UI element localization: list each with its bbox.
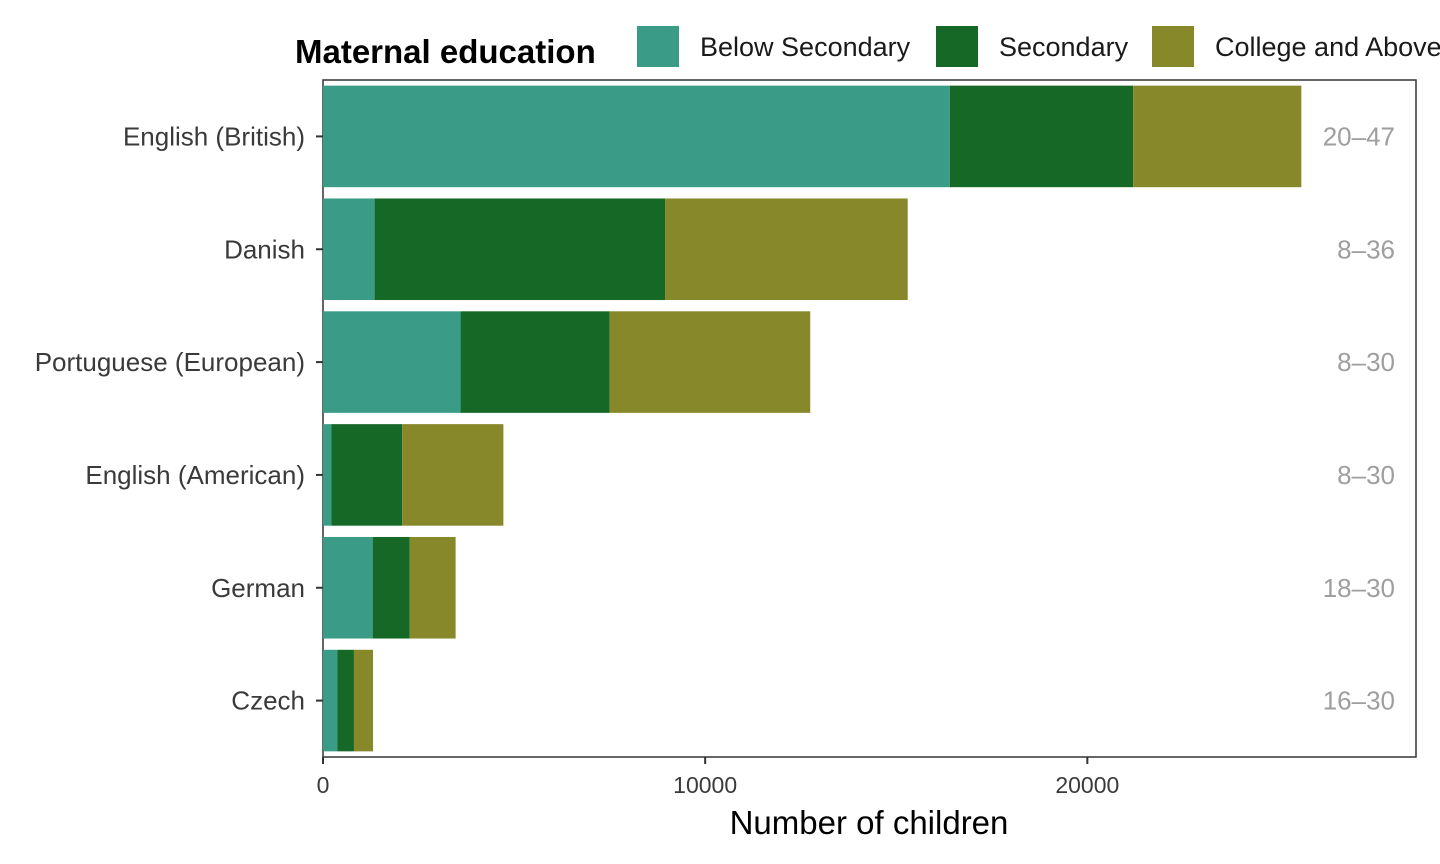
x-axis: 0 10000 20000 [317, 757, 1119, 798]
y-tick-label: German [211, 573, 305, 603]
age-range-label: 8–30 [1337, 460, 1395, 490]
bar-english-american-secondary [331, 424, 403, 526]
x-axis-title: Number of children [730, 804, 1009, 841]
bar-english-american-college-and-above [402, 424, 504, 526]
legend: Maternal education Below Secondary Second… [295, 26, 1440, 70]
bar-german-secondary [372, 536, 410, 639]
x-tick-label: 20000 [1055, 772, 1119, 798]
age-range-label: 8–30 [1337, 347, 1395, 377]
bar-portuguese-european-below-secondary [323, 311, 461, 413]
x-tick-label: 10000 [673, 772, 737, 798]
legend-label-below-secondary: Below Secondary [700, 32, 911, 62]
x-tick-label: 0 [317, 772, 330, 798]
age-range-labels: 20–47 8–36 8–30 8–30 18–30 16–30 [1323, 121, 1395, 715]
bar-czech-below-secondary [323, 649, 338, 752]
age-range-label: 20–47 [1323, 121, 1395, 151]
bar-english-british-college-and-above [1133, 85, 1302, 188]
y-tick-label: Danish [224, 234, 305, 264]
legend-label-secondary: Secondary [999, 32, 1129, 62]
legend-label-college-and-above: College and Above [1215, 32, 1440, 62]
legend-key-below-secondary [637, 26, 679, 67]
y-tick-label: English (British) [123, 121, 305, 151]
bar-czech-college-and-above [353, 649, 374, 752]
age-range-label: 8–36 [1337, 234, 1395, 264]
bar-german-college-and-above [409, 536, 456, 639]
bar-danish-college-and-above [665, 198, 908, 301]
y-axis: English (British) Danish Portuguese (Europ… [35, 121, 323, 716]
age-range-label: 16–30 [1323, 686, 1395, 716]
bar-english-american-below-secondary [323, 424, 332, 526]
bar-danish-below-secondary [323, 198, 375, 301]
plot-panel [322, 79, 1417, 758]
y-tick-label: Portuguese (European) [35, 347, 305, 377]
bar-danish-secondary [374, 198, 666, 301]
age-range-label: 18–30 [1323, 573, 1395, 603]
bar-english-british-below-secondary [323, 85, 950, 188]
bar-german-below-secondary [323, 536, 373, 639]
bar-portuguese-european-secondary [460, 311, 610, 413]
bar-portuguese-european-college-and-above [609, 311, 811, 413]
bar-english-british-secondary [949, 85, 1134, 188]
y-tick-label: Czech [231, 686, 305, 716]
bar-czech-secondary [337, 649, 354, 752]
legend-key-secondary [936, 26, 978, 67]
legend-title: Maternal education [295, 33, 596, 70]
y-tick-label: English (American) [85, 460, 305, 490]
legend-key-college-and-above [1152, 26, 1194, 67]
